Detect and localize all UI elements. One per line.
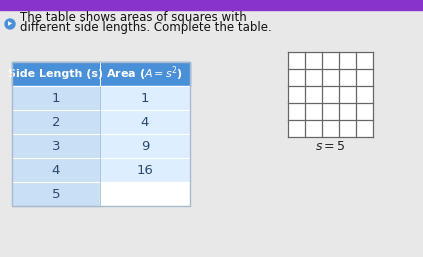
Bar xyxy=(12,182,100,206)
Text: Side Length (s): Side Length (s) xyxy=(8,69,104,79)
Text: 2: 2 xyxy=(52,115,60,128)
Bar xyxy=(12,110,100,134)
Bar xyxy=(100,86,190,110)
Text: $s = 5$: $s = 5$ xyxy=(315,140,346,152)
Bar xyxy=(12,134,100,158)
Text: Area ($A = s^2$): Area ($A = s^2$) xyxy=(107,65,184,83)
Bar xyxy=(12,62,190,206)
Text: 4: 4 xyxy=(52,163,60,177)
Bar xyxy=(100,158,190,182)
Bar xyxy=(12,86,100,110)
Text: 1: 1 xyxy=(141,91,149,105)
Bar xyxy=(0,0,423,10)
Bar xyxy=(100,134,190,158)
Text: 9: 9 xyxy=(141,140,149,152)
Circle shape xyxy=(5,19,15,29)
Text: The table shows areas of squares with: The table shows areas of squares with xyxy=(20,12,247,24)
Text: ▶: ▶ xyxy=(8,22,12,26)
Text: 3: 3 xyxy=(52,140,60,152)
Bar xyxy=(288,52,373,137)
Bar xyxy=(100,182,190,206)
Text: 16: 16 xyxy=(137,163,154,177)
Text: 4: 4 xyxy=(141,115,149,128)
Bar xyxy=(12,62,190,86)
Text: 1: 1 xyxy=(52,91,60,105)
Text: different side lengths. Complete the table.: different side lengths. Complete the tab… xyxy=(20,22,272,34)
Bar xyxy=(100,110,190,134)
Bar xyxy=(12,158,100,182)
Text: 5: 5 xyxy=(52,188,60,200)
